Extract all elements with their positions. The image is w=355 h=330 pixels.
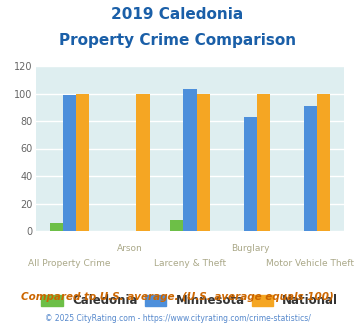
Text: Motor Vehicle Theft: Motor Vehicle Theft: [267, 259, 354, 268]
Bar: [257, 93, 270, 231]
Text: 2019 Caledonia: 2019 Caledonia: [111, 7, 244, 21]
Bar: [63, 95, 76, 231]
Text: Property Crime Comparison: Property Crime Comparison: [59, 33, 296, 48]
Bar: [50, 223, 63, 231]
Bar: [76, 93, 89, 231]
Bar: [170, 220, 183, 231]
Bar: [183, 89, 197, 231]
Text: Compared to U.S. average. (U.S. average equals 100): Compared to U.S. average. (U.S. average …: [21, 292, 334, 302]
Bar: [197, 93, 210, 231]
Bar: [136, 93, 149, 231]
Text: Arson: Arson: [117, 244, 143, 253]
Bar: [304, 106, 317, 231]
Bar: [317, 93, 330, 231]
Text: Larceny & Theft: Larceny & Theft: [154, 259, 226, 268]
Text: © 2025 CityRating.com - https://www.cityrating.com/crime-statistics/: © 2025 CityRating.com - https://www.city…: [45, 314, 310, 323]
Text: All Property Crime: All Property Crime: [28, 259, 111, 268]
Legend: Caledonia, Minnesota, National: Caledonia, Minnesota, National: [37, 290, 343, 312]
Text: Burglary: Burglary: [231, 244, 269, 253]
Bar: [244, 117, 257, 231]
